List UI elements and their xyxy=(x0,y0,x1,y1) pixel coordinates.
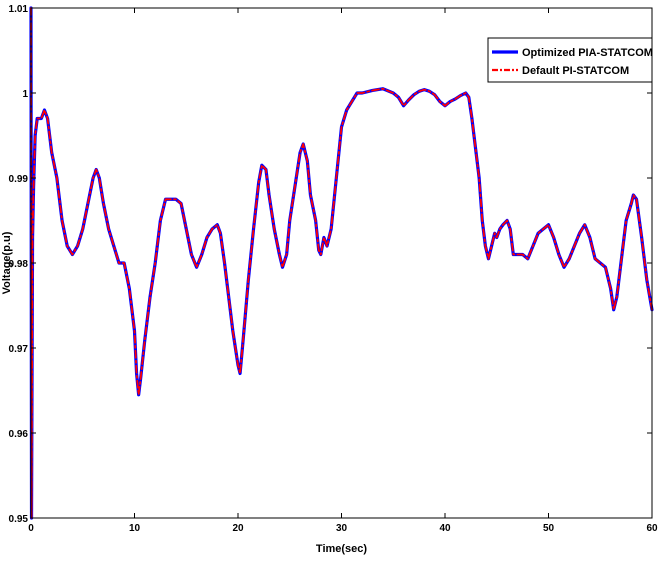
legend-entry-optimized: Optimized PIA-STATCOM xyxy=(522,47,653,59)
x-tick-label: 10 xyxy=(129,523,141,534)
y-tick-label: 0.97 xyxy=(9,344,29,355)
x-tick-label: 60 xyxy=(646,523,658,534)
y-tick-label: 0.95 xyxy=(9,514,29,525)
series-layer xyxy=(29,6,654,520)
y-tick-label: 1 xyxy=(22,89,28,100)
x-tick-label: 20 xyxy=(232,523,244,534)
x-tick-label: 40 xyxy=(439,523,451,534)
y-tick-label: 0.99 xyxy=(9,174,29,185)
x-tick-label: 50 xyxy=(543,523,555,534)
y-axis-label: Voltage(p.u) xyxy=(1,231,13,294)
ticks-layer: 0 10 20 30 40 50 60 0.95 0.96 0.97 0.98 0.99 1 1.01 xyxy=(9,4,658,534)
x-tick-label: 0 xyxy=(28,523,34,534)
y-tick-label: 1.01 xyxy=(9,4,29,15)
x-tick-label: 30 xyxy=(336,523,348,534)
y-tick-label: 0.96 xyxy=(9,429,29,440)
series-line-default xyxy=(30,7,653,519)
x-axis-label: Time(sec) xyxy=(316,543,367,555)
legend: Optimized PIA-STATCOM Default PI-STATCOM xyxy=(487,37,653,83)
y-tick-label: 0.98 xyxy=(9,259,29,270)
plot-area xyxy=(31,8,652,518)
legend-box xyxy=(487,37,653,83)
legend-entry-default: Default PI-STATCOM xyxy=(522,65,629,77)
